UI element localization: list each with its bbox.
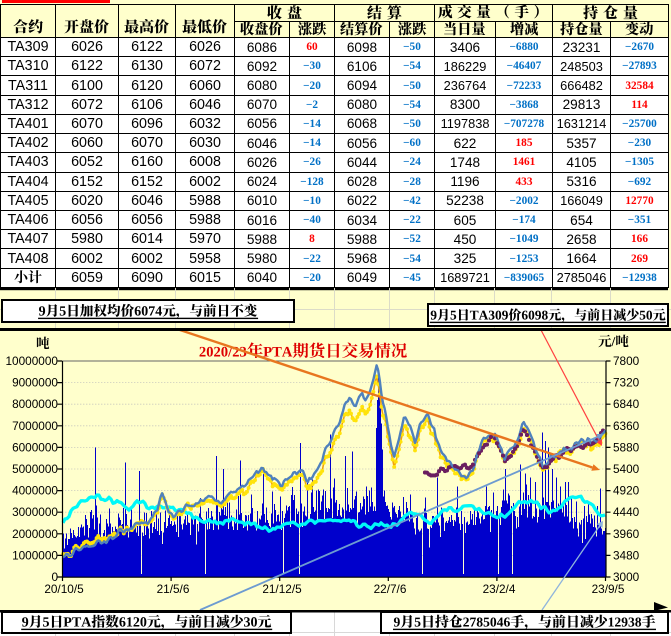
svg-text:22/7/6: 22/7/6 [374, 582, 407, 596]
svg-text:21/12/5: 21/12/5 [262, 582, 302, 596]
svg-text:20/10/5: 20/10/5 [44, 582, 84, 596]
svg-text:6360: 6360 [613, 419, 640, 433]
svg-text:5000000: 5000000 [12, 462, 58, 476]
svg-text:3000: 3000 [613, 570, 640, 584]
svg-text:7320: 7320 [613, 376, 640, 390]
svg-text:9000000: 9000000 [12, 376, 58, 390]
svg-text:21/5/6: 21/5/6 [157, 582, 190, 596]
svg-text:5400: 5400 [613, 462, 640, 476]
svg-text:3000000: 3000000 [12, 505, 58, 519]
svg-text:4440: 4440 [613, 505, 640, 519]
svg-text:10000000: 10000000 [6, 354, 59, 368]
svg-text:3480: 3480 [613, 548, 640, 562]
svg-text:5880: 5880 [613, 440, 640, 454]
svg-text:3960: 3960 [613, 527, 640, 541]
svg-text:6840: 6840 [613, 397, 640, 411]
svg-text:8000000: 8000000 [12, 397, 58, 411]
svg-text:4920: 4920 [613, 484, 640, 498]
svg-text:1000000: 1000000 [12, 548, 58, 562]
svg-text:0: 0 [51, 570, 58, 584]
svg-text:23/2/4: 23/2/4 [483, 582, 516, 596]
svg-text:7800: 7800 [613, 354, 640, 368]
svg-text:4000000: 4000000 [12, 484, 58, 498]
svg-text:23/9/5: 23/9/5 [592, 582, 625, 596]
svg-text:7000000: 7000000 [12, 419, 58, 433]
svg-text:2000000: 2000000 [12, 527, 58, 541]
svg-text:6000000: 6000000 [12, 440, 58, 454]
